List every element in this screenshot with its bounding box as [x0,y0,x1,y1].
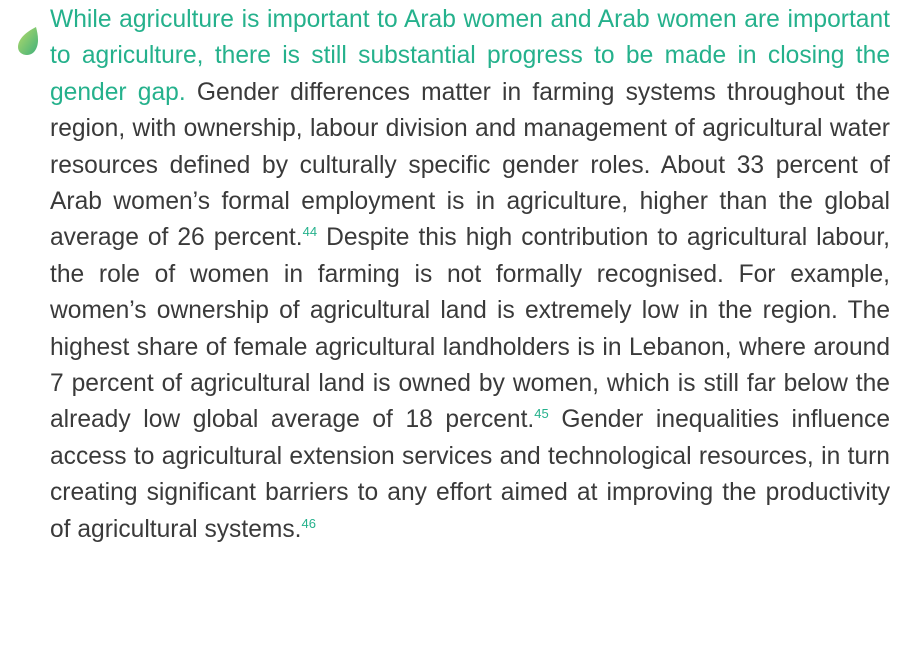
leaf-icon [18,27,38,55]
body-text: Gender differences matter in farming sys… [50,78,891,252]
footnote-ref: 45 [534,406,549,422]
lead-sentence: While agriculture is important to Arab w… [50,6,890,106]
body-text: Gender inequalities influence access to … [50,406,891,543]
footnote-ref: 44 [302,224,318,240]
footnote-ref: 46 [301,515,316,531]
body-text: Despite this high contribution to agricu… [50,224,891,434]
body-paragraph: While agriculture is important to Arab w… [50,2,890,548]
